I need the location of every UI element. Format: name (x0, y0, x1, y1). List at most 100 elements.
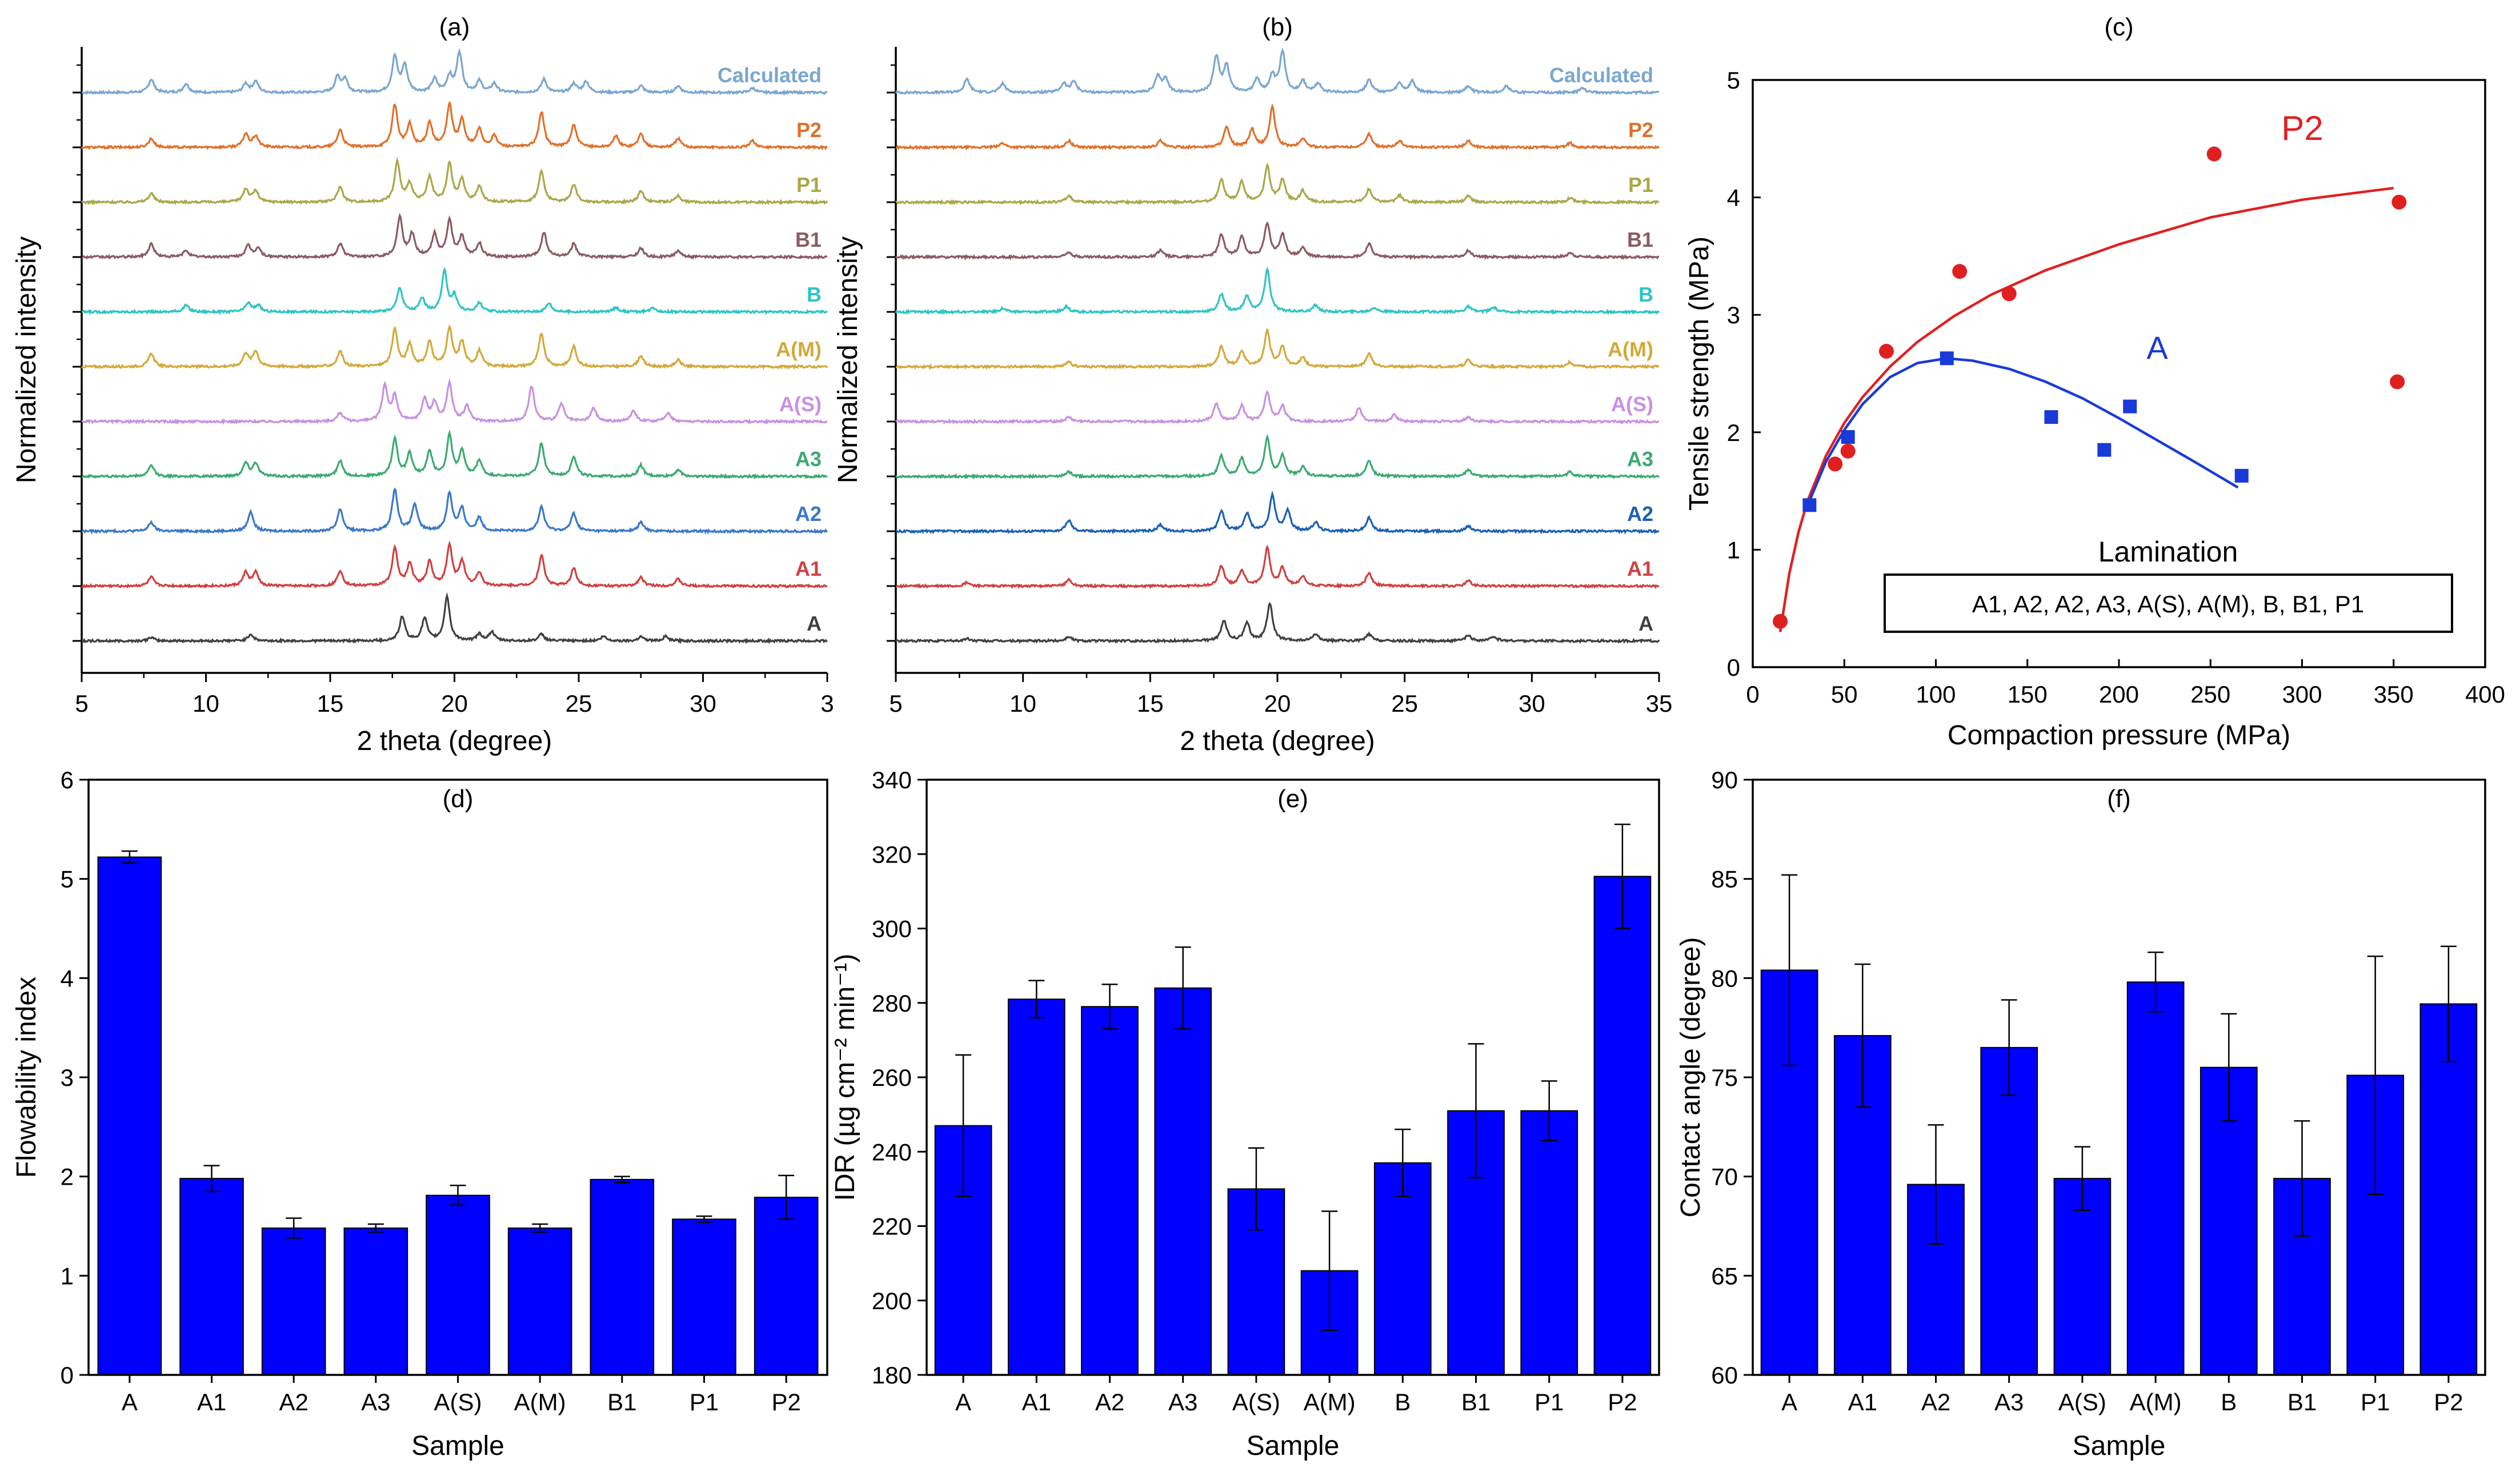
x-tick-label: A3 (1168, 1389, 1197, 1415)
trace-label: A1 (795, 557, 822, 580)
x-tick-label: 35 (1646, 690, 1673, 717)
pattern-trace-calculated (81, 48, 828, 96)
x-tick-label: P2 (2434, 1389, 2463, 1415)
trace-label: Calculated (718, 63, 822, 87)
fit-curve-a (1806, 357, 2239, 506)
pattern-trace-b1 (81, 212, 828, 260)
pattern-trace-p1 (895, 162, 1660, 206)
y-axis-title: Normalized intensity (833, 236, 863, 483)
panel-d-frame (87, 779, 828, 1376)
pattern-trace-am (896, 328, 1660, 370)
y-tick-label: 4 (61, 965, 74, 992)
x-tick-label: 250 (2190, 681, 2230, 708)
trace-label: A1 (1627, 557, 1653, 580)
x-tick-label: A (122, 1389, 138, 1415)
bar-b (1373, 1162, 1432, 1375)
y-tick-label: 220 (872, 1213, 912, 1240)
trace-label: B1 (795, 228, 822, 251)
bar-a2 (1081, 1006, 1139, 1375)
data-point-p2 (2391, 194, 2407, 210)
panel-c: 0 50 100 150 200 250 300 350 400 0 1 2 3 4 5 Compaction… (1684, 13, 2505, 751)
panel-label: (d) (443, 785, 474, 813)
y-tick-label: 340 (872, 767, 912, 793)
trace-label: B (807, 283, 822, 306)
pattern-trace-a2 (895, 490, 1660, 535)
lamination-title: Lamination (2098, 536, 2238, 568)
bar-a2 (261, 1227, 326, 1376)
trace-label: P2 (796, 118, 822, 142)
y-tick-label: 85 (1711, 866, 1738, 893)
x-tick-label: 200 (2099, 681, 2139, 708)
x-tick-label: 10 (193, 690, 219, 717)
x-tick-label: 5 (889, 690, 902, 717)
x-tick-label: 150 (2008, 681, 2048, 708)
data-point-p2 (1828, 456, 1843, 472)
trace-label: A (807, 612, 822, 635)
data-point-p2 (2001, 286, 2017, 302)
pattern-trace-a2 (81, 487, 828, 535)
x-tick-label: B1 (607, 1389, 636, 1415)
bar-a1 (1007, 998, 1065, 1376)
pattern-trace-b1 (895, 221, 1660, 260)
x-tick-label: 20 (441, 690, 468, 717)
x-tick-label: 10 (1009, 690, 1036, 717)
x-tick-label: A1 (1848, 1389, 1877, 1415)
panel-d: 0 1 2 3 4 5 6 A A1 A2 A3 A(S) A(M) B1 P1 P2 Sample Flowab… (11, 767, 819, 1461)
data-point-a (2234, 468, 2249, 483)
y-tick-label: 0 (1727, 654, 1740, 681)
y-tick-label: 65 (1711, 1262, 1738, 1289)
x-tick-label: 30 (690, 690, 716, 717)
panel-label: (e) (1277, 785, 1308, 813)
y-tick-label: 1 (1727, 536, 1740, 563)
y-tick-label: 5 (61, 866, 74, 893)
trace-label: Calculated (1549, 63, 1653, 87)
panel-label: (b) (1262, 13, 1293, 41)
data-point-a (1841, 430, 1855, 444)
trace-label: P1 (1628, 173, 1653, 196)
panel-e-frame (926, 779, 1660, 1376)
x-axis-title: Sample (1247, 1431, 1340, 1461)
x-tick-label: B1 (1461, 1389, 1491, 1415)
x-tick-label: A(M) (2130, 1389, 2182, 1415)
x-tick-label: 30 (1519, 690, 1545, 717)
pattern-trace-a3 (895, 434, 1660, 480)
trace-label: A(S) (779, 392, 822, 416)
series-label-a: A (2146, 330, 2168, 366)
trace-label: A2 (795, 502, 822, 526)
y-tick-label: 3 (1727, 302, 1740, 328)
bar-am (2126, 981, 2185, 1375)
x-tick-label: B (1395, 1389, 1411, 1415)
bar-p1 (672, 1218, 736, 1375)
y-tick-label: 70 (1711, 1164, 1738, 1190)
trace-label: A(M) (776, 338, 822, 361)
lamination-list: A1, A2, A2, A3, A(S), A(M), B, B1, P1 (1972, 591, 2364, 617)
series-label-p2: P2 (2281, 109, 2323, 147)
y-axis-title: Normalized intensity (11, 236, 42, 483)
data-point-p2 (2206, 146, 2222, 162)
y-tick-label: 75 (1711, 1064, 1738, 1091)
y-tick-label: 180 (872, 1362, 912, 1389)
x-tick-label: 20 (1264, 690, 1291, 717)
bar-b1 (590, 1178, 655, 1376)
data-point-a (1940, 351, 1954, 366)
x-tick-label: 50 (1831, 681, 1858, 708)
y-tick-label: 60 (1711, 1362, 1738, 1389)
x-tick-label: A(S) (434, 1389, 482, 1415)
bar-a (97, 856, 162, 1375)
y-tick-label: 5 (1727, 67, 1740, 94)
x-tick-label: 15 (317, 690, 344, 717)
bar-a3 (343, 1227, 408, 1376)
x-tick-label: A (955, 1389, 971, 1415)
x-tick-label: P2 (1608, 1389, 1637, 1415)
bar-am (507, 1227, 572, 1376)
pattern-trace-a3 (81, 429, 828, 480)
trace-label: B (1638, 283, 1653, 306)
x-tick-label: 3 (820, 690, 834, 717)
pattern-trace-calculated (895, 47, 1660, 96)
pattern-trace-as (81, 378, 828, 426)
x-tick-label: 350 (2374, 681, 2414, 708)
data-point-p2 (1952, 264, 1968, 279)
bar-p2 (2419, 1003, 2478, 1375)
y-tick-label: 90 (1711, 767, 1738, 793)
y-axis-title: Flowability index (11, 977, 42, 1178)
